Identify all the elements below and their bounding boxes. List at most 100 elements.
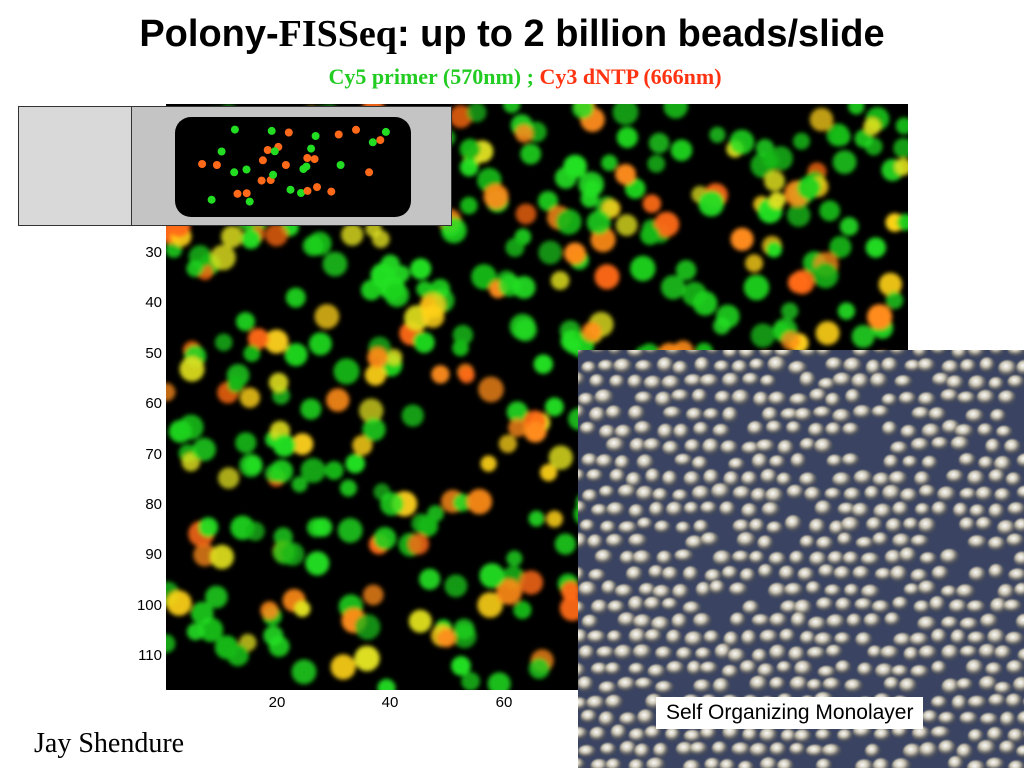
monolayer-bead — [999, 711, 1016, 728]
monolayer-bead — [647, 664, 667, 679]
monolayer-bead — [845, 388, 862, 405]
monolayer-bead — [597, 359, 616, 373]
monolayer-bead — [731, 389, 751, 407]
fluorescent-bead — [192, 437, 216, 462]
monolayer-bead — [843, 357, 863, 374]
monolayer-bead — [851, 373, 870, 390]
monolayer-bead — [805, 744, 826, 758]
monolayer-bead — [808, 518, 826, 536]
fluorescent-bead — [670, 139, 693, 162]
monolayer-bead — [581, 361, 598, 375]
fluorescent-bead — [528, 510, 545, 527]
monolayer-bead — [632, 644, 653, 661]
monolayer-bead — [634, 359, 654, 374]
monolayer-bead — [884, 549, 903, 566]
monolayer-bead — [832, 472, 852, 488]
fluorescent-bead — [819, 200, 841, 222]
monolayer-bead — [703, 630, 721, 645]
monolayer-bead — [837, 729, 854, 743]
monolayer-bead — [702, 438, 721, 456]
fluorescent-bead — [895, 117, 908, 135]
fluorescent-bead — [648, 132, 670, 154]
monolayer-bead — [985, 662, 1004, 677]
monolayer-bead — [1013, 551, 1024, 567]
monolayer-bead — [682, 601, 702, 616]
monolayer-bead — [929, 596, 946, 613]
monolayer-bead — [835, 660, 852, 675]
monolayer-bead — [919, 552, 938, 566]
monolayer-bead — [812, 406, 833, 420]
monolayer-bead — [643, 375, 663, 391]
slide-bead — [336, 161, 345, 169]
monolayer-bead — [827, 551, 845, 566]
monolayer-bead — [578, 350, 586, 356]
fluorescent-bead — [505, 238, 525, 257]
monolayer-bead — [867, 645, 884, 660]
fluorescent-bead — [339, 479, 357, 497]
slide-bead — [368, 138, 377, 147]
monolayer-bead — [930, 350, 948, 356]
fluorescent-bead — [538, 191, 558, 211]
fluorescent-bead — [235, 432, 257, 454]
monolayer-bead — [594, 549, 614, 565]
monolayer-bead — [998, 740, 1017, 756]
fluorescent-bead — [186, 260, 204, 277]
monolayer-bead — [941, 360, 961, 375]
monolayer-bead — [759, 629, 779, 645]
monolayer-bead — [626, 350, 647, 359]
monolayer-bead — [914, 503, 931, 517]
slide-bead-window — [175, 117, 411, 217]
monolayer-bead — [644, 629, 663, 644]
monolayer-bead — [657, 423, 675, 441]
fluorescent-bead — [322, 251, 348, 277]
monolayer-bead — [596, 646, 616, 660]
fluorescent-bead — [698, 190, 725, 217]
fluorescent-bead — [713, 317, 731, 335]
slide-bead — [334, 130, 343, 139]
monolayer-bead — [946, 375, 965, 391]
monolayer-bead — [606, 502, 626, 518]
slide-bead — [269, 170, 278, 179]
monolayer-bead — [888, 471, 908, 487]
monolayer-bead — [978, 675, 998, 692]
monolayer-bead — [918, 742, 939, 759]
monolayer-bead — [779, 628, 796, 644]
monolayer-bead — [650, 616, 671, 633]
monolayer-bead — [721, 565, 739, 581]
monolayer-bead — [627, 595, 645, 613]
monolayer-bead — [607, 350, 624, 357]
monolayer-bead — [656, 550, 674, 566]
monolayer-bead — [672, 360, 689, 376]
fluorescent-bead — [477, 592, 503, 618]
monolayer-bead — [805, 581, 822, 596]
fluorescent-bead — [483, 184, 509, 209]
monolayer-bead — [871, 405, 890, 419]
fluorescent-bead — [268, 372, 289, 393]
monolayer-bead — [598, 711, 616, 728]
slide-bead — [257, 176, 266, 185]
fluorescent-bead — [305, 551, 330, 576]
monolayer-bead — [617, 484, 637, 499]
fluorescent-bead — [508, 418, 527, 438]
monolayer-bead — [977, 739, 997, 756]
monolayer-bead — [685, 407, 704, 423]
monolayer-bead — [665, 501, 684, 518]
monolayer-bead — [857, 662, 874, 678]
fluorescent-bead — [630, 255, 656, 282]
monolayer-bead — [794, 660, 814, 678]
fluorescent-bead — [264, 329, 289, 354]
fluorescent-bead — [729, 129, 755, 155]
monolayer-bead — [903, 646, 920, 663]
monolayer-bead — [683, 471, 702, 488]
monolayer-bead — [749, 742, 769, 758]
monolayer-bead — [654, 680, 675, 695]
fluorescent-bead — [692, 291, 718, 316]
fluorescent-bead — [461, 672, 480, 690]
monolayer-bead — [893, 632, 913, 648]
monolayer-bead — [732, 519, 752, 534]
monolayer-bead — [1008, 568, 1024, 583]
monolayer-bead — [607, 600, 626, 615]
monolayer-bead — [1015, 613, 1024, 631]
fluorescent-bead — [419, 292, 446, 319]
monolayer-bead — [917, 392, 937, 408]
